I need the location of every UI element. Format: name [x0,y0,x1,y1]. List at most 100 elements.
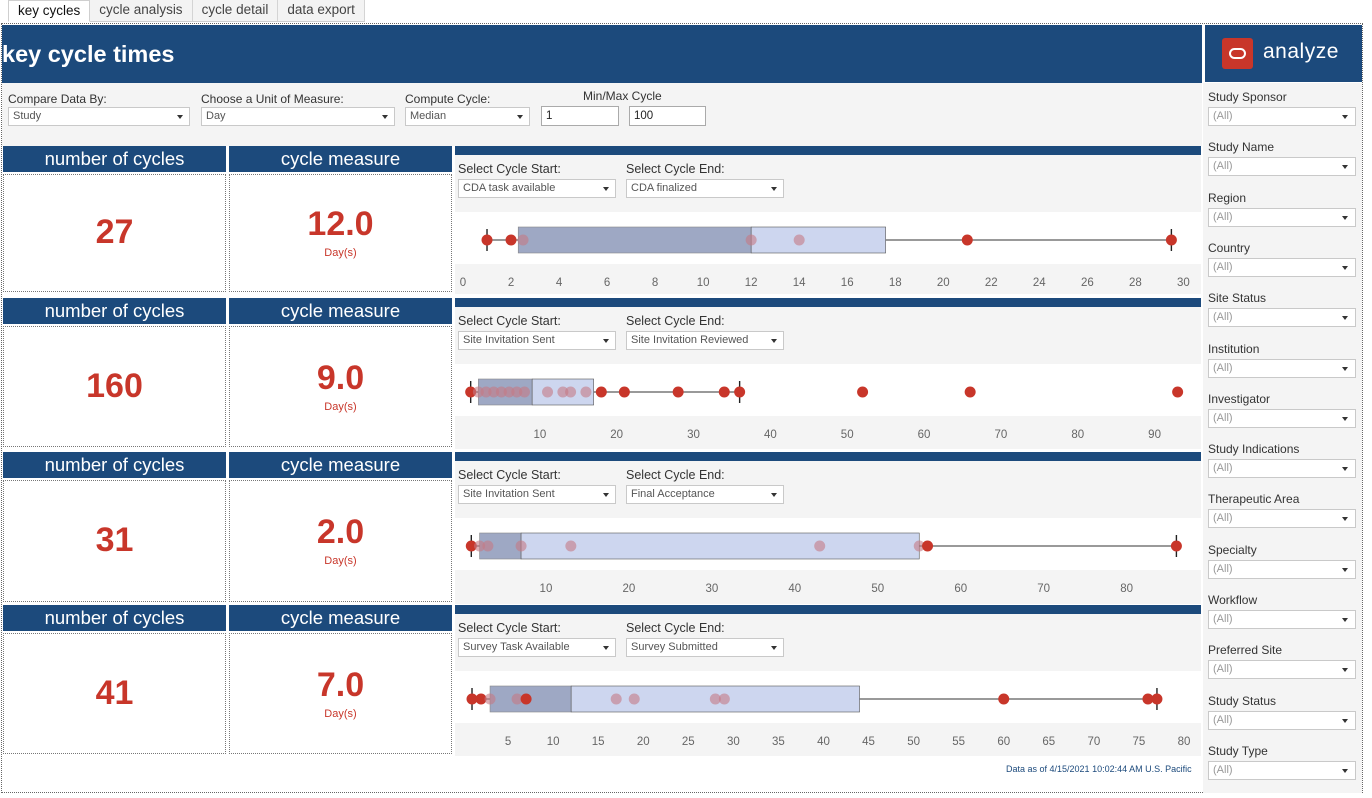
cycle-end-label: Select Cycle End: [626,468,725,482]
cycle-end-dropdown[interactable]: CDA finalized [626,179,784,198]
chevron-down-icon [1342,718,1348,723]
compare-dropdown[interactable]: Study [8,107,190,126]
measure-header: cycle measure [229,452,452,478]
filter-label: Study Indications [1208,442,1300,457]
tick-label: 30 [1177,277,1190,289]
filter-dropdown[interactable]: (All) [1208,559,1356,579]
data-point [922,540,934,552]
box-plot-axis [455,723,1201,756]
tick-label: 80 [1178,736,1191,748]
compute-dropdown[interactable]: Median [405,107,530,126]
compare-value: Study [13,110,42,122]
compare-label: Compare Data By: [8,92,107,106]
filter-dropdown[interactable]: (All) [1208,107,1356,126]
cycle-count-value: 31 [95,521,134,559]
cycle-end-dropdown[interactable]: Site Invitation Reviewed [626,331,784,350]
tick-label: 18 [889,277,902,289]
tick-label: 5 [505,736,511,748]
tick-label: 14 [793,277,806,289]
cycle-end-dropdown[interactable]: Final Acceptance [626,485,784,504]
data-point [488,386,500,398]
filter-dropdown[interactable]: (All) [1208,408,1356,428]
data-point [580,386,592,398]
unit-dropdown[interactable]: Day [201,107,395,126]
measure-header: cycle measure [229,146,452,172]
chevron-down-icon [1342,567,1348,572]
filter-label: Preferred Site [1208,643,1283,658]
cycle-start-dropdown[interactable]: CDA task available [458,179,616,198]
chevron-down-icon [1342,416,1348,421]
filter-dropdown[interactable]: (All) [1208,459,1356,479]
tick-label: 90 [1148,429,1161,441]
filter-dropdown[interactable]: (All) [1208,660,1356,680]
chevron-down-icon [177,115,183,119]
chart-top-bar [455,605,1201,614]
filter-dropdown[interactable]: (All) [1208,157,1356,177]
cycle-measure-unit: Day(s) [324,707,357,720]
min-cycle-input[interactable]: 1 [541,106,619,126]
filter-sidebar [1203,83,1362,793]
data-point [961,234,973,246]
chart-top-bar [455,146,1201,155]
cycle-start-dropdown[interactable]: Site Invitation Sent [458,485,616,504]
data-point [474,540,486,552]
measure-card: 7.0 Day(s) [229,633,452,754]
filter-dropdown[interactable]: (All) [1208,509,1356,529]
tab-cycle-analysis[interactable]: cycle analysis [90,0,193,21]
filter-dropdown[interactable]: (All) [1208,710,1356,730]
tick-label: 20 [637,736,650,748]
filter-label: Study Sponsor [1208,90,1287,104]
cycle-end-value: CDA finalized [631,182,698,194]
tick-label: 75 [1133,736,1146,748]
chevron-down-icon [603,339,609,343]
data-point [628,693,640,705]
axis-ticks-svg: 5 10 15 20 25 30 35 40 45 50 55 60 65 70 75 80 [505,736,1191,748]
data-point [557,386,569,398]
filter-dropdown[interactable]: (All) [1208,760,1356,780]
logo-text: analyze [1263,40,1339,63]
cycle-measure-value: 9.0 [316,358,365,397]
filter-dropdown[interactable]: (All) [1208,308,1356,328]
filter-dropdown[interactable]: (All) [1208,358,1356,378]
count-header: number of cycles [3,605,226,631]
box-plot-axis [455,264,1201,294]
cycle-measure-value: 2.0 [316,513,365,551]
data-point [518,386,530,398]
cycle-measure-unit: Day(s) [324,555,357,567]
filter-value: (All) [1213,713,1233,726]
logo-icon [1222,38,1253,69]
cycle-measure-unit: Day(s) [324,400,357,413]
data-point [913,540,925,552]
cycle-end-value: Site Invitation Reviewed [631,334,749,346]
max-cycle-input[interactable]: 100 [629,106,706,126]
cycle-start-dropdown[interactable]: Survey Task Available [458,638,616,657]
tab-strip: key cycles cycle analysis cycle detail d… [8,0,365,22]
cycle-end-dropdown[interactable]: Survey Submitted [626,638,784,657]
filter-label: Therapeutic Area [1208,492,1300,507]
filter-value: (All) [1213,160,1233,173]
filter-value: (All) [1213,411,1233,424]
chevron-down-icon [603,646,609,650]
chevron-down-icon [1342,366,1348,371]
filter-dropdown[interactable]: (All) [1208,610,1356,629]
data-point [565,386,577,398]
data-point [565,540,577,552]
data-point [484,693,496,705]
data-point [511,693,523,705]
data-point [718,693,730,705]
tick-label: 20 [610,429,623,441]
filter-label: Workflow [1208,593,1258,607]
measure-card: 9.0 Day(s) [229,326,452,447]
filter-dropdown[interactable]: (All) [1208,207,1356,227]
page-title: key cycle times [2,41,175,67]
chart-top-bar [455,452,1201,461]
cycle-start-dropdown[interactable]: Site Invitation Sent [458,331,616,350]
filter-dropdown[interactable]: (All) [1208,257,1356,277]
filter-label: Institution [1208,341,1260,356]
tab-key-cycles[interactable]: key cycles [8,0,91,22]
tab-data-export[interactable]: data export [278,0,365,21]
header-bar [2,25,1202,83]
tab-cycle-detail[interactable]: cycle detail [192,0,279,21]
tick-label: 60 [954,583,967,595]
tick-label: 30 [687,429,700,441]
